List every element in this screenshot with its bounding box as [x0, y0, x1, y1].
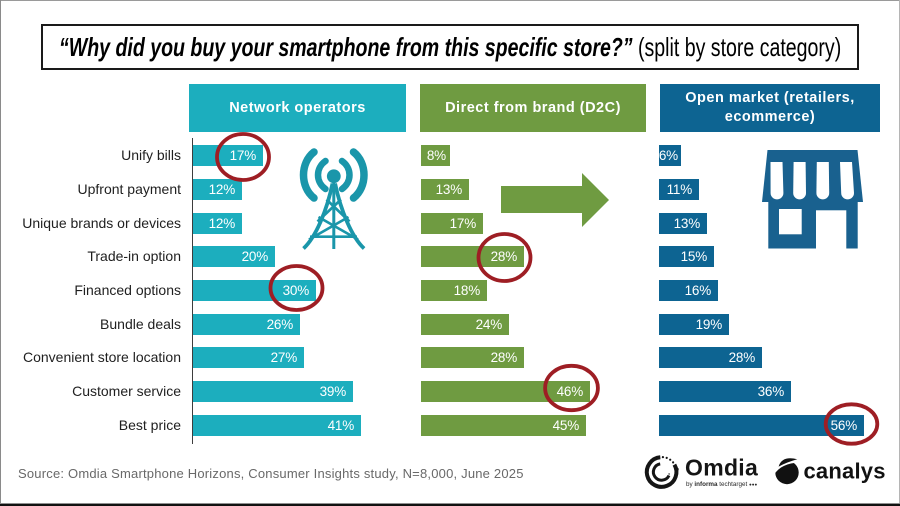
svg-text:Omdia: Omdia [685, 455, 758, 481]
svg-text:by informa techtarget ●●●: by informa techtarget ●●● [686, 481, 757, 488]
svg-text:canalys: canalys [804, 458, 886, 483]
